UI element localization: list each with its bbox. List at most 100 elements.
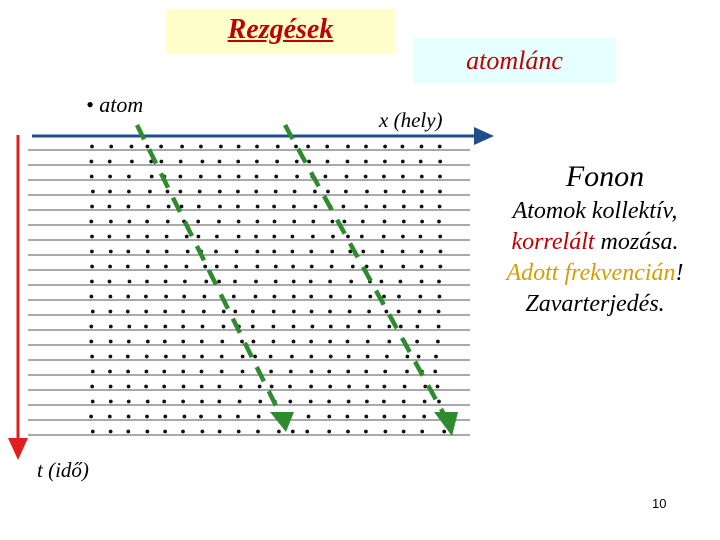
atom-dot <box>257 384 262 389</box>
atom-dot <box>294 144 298 149</box>
atom-dot <box>221 324 226 329</box>
atom-dot <box>108 189 112 194</box>
atom-dot <box>90 354 94 359</box>
atom-dot <box>201 309 206 314</box>
atom-dot <box>199 369 204 374</box>
atom-dot <box>126 399 131 404</box>
atom-dot <box>107 234 112 239</box>
atom-dot <box>253 354 257 359</box>
atom-dot <box>402 384 407 389</box>
atom-dot <box>217 429 222 434</box>
atom-dot <box>214 264 219 269</box>
atom-dot <box>383 144 387 149</box>
atom-dot <box>144 369 149 374</box>
atom-dot <box>199 414 203 419</box>
atom-dot <box>254 279 258 284</box>
atom-dot <box>145 429 150 434</box>
atom-dot <box>290 249 295 254</box>
atom-dot <box>163 414 168 419</box>
atom-dot <box>178 174 183 179</box>
atom-dot <box>217 219 221 224</box>
atom-dot <box>146 204 151 209</box>
atom-dot <box>219 354 224 359</box>
atom-dot <box>166 204 171 209</box>
atom-dot <box>309 369 314 374</box>
atom-dot <box>274 174 279 179</box>
atom-dot <box>342 219 347 224</box>
atom-dot <box>108 384 113 389</box>
atom-dot <box>341 204 346 209</box>
atom-dot <box>365 384 370 389</box>
atom-dot <box>254 234 258 239</box>
wave-line-1 <box>134 124 285 419</box>
description-line-4: Zavarterjedés. <box>525 291 665 317</box>
atom-dot <box>277 429 281 434</box>
atom-dot <box>325 144 330 149</box>
atom-dot <box>127 279 132 284</box>
atom-dot <box>126 234 131 239</box>
atom-dot <box>328 384 333 389</box>
atom-dot <box>107 159 112 164</box>
atom-dot <box>181 399 186 404</box>
atom-dot <box>256 429 260 434</box>
atom-dot <box>181 384 186 389</box>
atom-dot <box>417 309 422 314</box>
atom-dot <box>90 369 95 374</box>
atom-dot <box>365 354 370 359</box>
atom-dot <box>269 369 273 374</box>
atom-dot <box>309 249 314 254</box>
atom-dot <box>308 399 313 404</box>
atom-dot <box>217 399 222 404</box>
atom-dot <box>367 309 371 314</box>
atom-dot <box>387 324 392 329</box>
atom-dot <box>145 399 150 404</box>
atom-dot <box>402 414 406 419</box>
atom-dot <box>234 264 239 269</box>
wave-arrowhead-1 <box>270 412 294 432</box>
atom-dot <box>108 429 113 434</box>
atom-dot <box>108 249 113 254</box>
atom-dot <box>419 174 424 179</box>
atom-dot <box>382 384 387 389</box>
atom-dot <box>436 309 441 314</box>
atom-dot <box>291 294 296 299</box>
atom-dot <box>126 249 131 254</box>
atom-dot <box>344 189 348 194</box>
atom-dot <box>437 279 441 284</box>
atom-dot <box>200 354 204 359</box>
atom-dot <box>144 354 149 359</box>
atom-dot <box>331 234 335 239</box>
atom-dot <box>181 429 185 434</box>
atom-dot <box>89 294 94 299</box>
description-line-3: Adott frekvencián! <box>470 258 720 289</box>
atom-dot <box>288 384 292 389</box>
atom-dot <box>159 144 164 149</box>
atom-dot <box>217 279 222 284</box>
atom-dot <box>381 234 386 239</box>
atom-dot <box>272 219 277 224</box>
atom-dot <box>382 174 386 179</box>
atom-dot <box>438 174 442 179</box>
atom-dot <box>345 339 350 344</box>
atom-dot <box>200 159 205 164</box>
atom-dot <box>309 384 313 389</box>
atom-dot <box>181 339 186 344</box>
atom-dot <box>163 429 168 434</box>
atom-dot <box>401 234 405 239</box>
atom-dot <box>365 399 369 404</box>
atom-dot <box>182 414 187 419</box>
atom-dot <box>438 234 443 239</box>
atom-dot <box>109 219 113 224</box>
atom-dot <box>397 294 401 299</box>
atom-dot <box>295 174 299 179</box>
atom-dot <box>236 234 241 239</box>
atom-dot <box>396 309 401 314</box>
atom-dot <box>217 189 222 194</box>
atom-dot <box>217 159 222 164</box>
atom-dot <box>159 159 164 164</box>
atom-dot <box>200 324 205 329</box>
highlight-frequency: Adott frekvencián <box>506 260 676 286</box>
atom-dot <box>162 399 167 404</box>
t-axis-label: t (idő) <box>37 458 89 482</box>
atom-dot <box>179 204 184 209</box>
